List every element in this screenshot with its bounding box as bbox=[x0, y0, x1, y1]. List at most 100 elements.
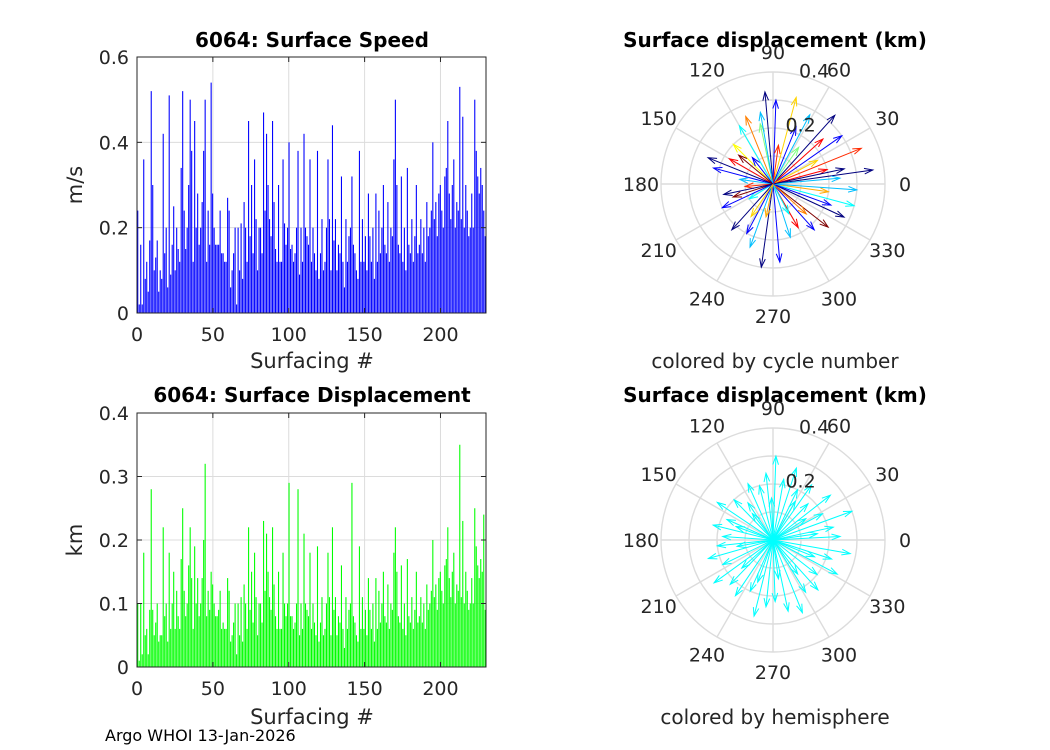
bar bbox=[186, 227, 188, 313]
vector-arrowhead bbox=[784, 228, 791, 239]
vector-arrowhead bbox=[805, 550, 817, 558]
bar bbox=[468, 609, 470, 667]
bar bbox=[460, 597, 462, 667]
bar bbox=[194, 121, 196, 313]
bar bbox=[352, 616, 354, 667]
bar bbox=[423, 603, 425, 667]
bar bbox=[156, 603, 158, 667]
angle-tick-label: 180 bbox=[623, 530, 659, 552]
bar bbox=[351, 176, 353, 313]
y-tick-label: 0.4 bbox=[99, 132, 129, 154]
x-tick-label: 200 bbox=[422, 324, 458, 346]
y-tick-label: 0.1 bbox=[99, 594, 129, 616]
bar bbox=[460, 219, 462, 313]
bar bbox=[481, 185, 483, 313]
bar bbox=[289, 249, 292, 313]
bar bbox=[387, 584, 389, 667]
bar bbox=[463, 227, 465, 313]
bar bbox=[390, 603, 392, 667]
y-tick-label: 0.3 bbox=[99, 467, 129, 489]
displacement-vector bbox=[772, 159, 819, 185]
bar bbox=[466, 590, 468, 667]
bar bbox=[260, 227, 262, 313]
displacement-vector bbox=[772, 145, 800, 185]
bar bbox=[194, 546, 196, 667]
vector-arrowhead bbox=[818, 168, 829, 175]
bar bbox=[451, 185, 453, 313]
displacement-vector bbox=[772, 539, 790, 613]
angle-tick-label: 120 bbox=[689, 416, 725, 438]
bar bbox=[294, 622, 296, 667]
bar bbox=[185, 249, 187, 313]
displacement-vector bbox=[711, 523, 774, 541]
vector-shaft bbox=[772, 183, 791, 238]
bar bbox=[324, 628, 326, 667]
vector-shaft bbox=[772, 114, 836, 185]
angle-tick-label: 30 bbox=[875, 464, 899, 486]
vector-arrowhead bbox=[752, 607, 760, 618]
displacement-vector bbox=[730, 183, 774, 231]
bar bbox=[218, 244, 220, 313]
bar bbox=[227, 197, 229, 313]
bar bbox=[375, 578, 377, 667]
bar bbox=[177, 616, 179, 667]
vector-arrowhead bbox=[804, 483, 813, 494]
bar bbox=[141, 304, 143, 313]
vector-arrowhead bbox=[743, 182, 754, 190]
bar bbox=[472, 227, 474, 313]
vector-arrowhead bbox=[819, 219, 830, 229]
bar bbox=[239, 270, 241, 313]
displacement-vector bbox=[772, 183, 791, 239]
bar bbox=[372, 603, 374, 667]
polar-cycle-caption: colored by cycle number bbox=[651, 349, 899, 373]
bar bbox=[292, 261, 295, 313]
bar bbox=[366, 635, 368, 667]
vector-arrowhead bbox=[783, 602, 790, 613]
bar bbox=[158, 641, 160, 667]
bar bbox=[189, 527, 191, 667]
bar bbox=[316, 546, 319, 667]
vector-shaft bbox=[737, 539, 774, 547]
vector-arrowhead bbox=[732, 143, 742, 153]
bar bbox=[191, 578, 193, 667]
displacement-vector bbox=[772, 539, 834, 560]
bar bbox=[379, 622, 381, 667]
vector-shaft bbox=[772, 183, 815, 231]
speed-y-axis-label: m/s bbox=[63, 166, 87, 204]
bar bbox=[430, 590, 432, 667]
bar bbox=[303, 133, 305, 313]
bar bbox=[263, 112, 265, 313]
vector-arrowhead bbox=[790, 488, 799, 499]
x-tick-label: 0 bbox=[131, 678, 143, 700]
bar bbox=[382, 185, 384, 313]
bar bbox=[171, 244, 173, 313]
displacement-vector bbox=[772, 539, 852, 556]
polar-spoke bbox=[772, 539, 871, 597]
displacement-vector bbox=[711, 167, 774, 185]
bar bbox=[454, 603, 456, 667]
vector-shaft bbox=[772, 539, 851, 555]
polar-cycle-title: Surface displacement (km) bbox=[623, 28, 927, 52]
bar bbox=[469, 603, 471, 667]
bar bbox=[301, 261, 304, 313]
bar bbox=[264, 210, 266, 313]
bar bbox=[289, 616, 292, 667]
angle-tick-label: 270 bbox=[755, 662, 791, 684]
vector-shaft bbox=[772, 539, 776, 602]
bar bbox=[412, 628, 414, 667]
vector-shaft bbox=[751, 157, 774, 185]
polar-spoke bbox=[675, 539, 774, 597]
polar-hemisphere-title: Surface displacement (km) bbox=[623, 383, 927, 407]
vector-shaft bbox=[772, 518, 807, 541]
vector-shaft bbox=[708, 539, 774, 560]
displacement-chart: 6064: Surface Displacement 0 50 100 150 200 0… bbox=[63, 383, 487, 729]
bar bbox=[278, 185, 280, 313]
displacement-vector bbox=[735, 539, 774, 549]
vector-shaft bbox=[735, 539, 774, 596]
bar bbox=[203, 150, 205, 313]
vector-arrowhead bbox=[721, 557, 732, 566]
bar bbox=[420, 219, 422, 313]
bar bbox=[234, 603, 236, 667]
bar bbox=[394, 99, 396, 314]
bar bbox=[436, 236, 438, 313]
